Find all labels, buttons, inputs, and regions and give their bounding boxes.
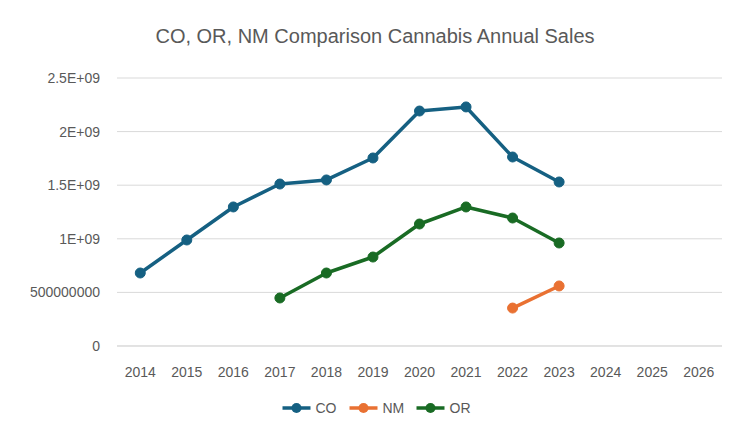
grid-line — [117, 238, 722, 239]
series-line — [513, 286, 560, 308]
y-tick-label: 2.5E+09 — [47, 70, 100, 86]
x-tick-label: 2015 — [171, 364, 202, 380]
y-tick-label: 500000000 — [30, 284, 100, 300]
marker — [228, 202, 238, 212]
y-tick-label: 2E+09 — [59, 124, 100, 140]
x-tick-label: 2023 — [544, 364, 575, 380]
y-tick-label: 1.5E+09 — [47, 177, 100, 193]
marker — [321, 268, 331, 278]
x-tick-label: 2021 — [450, 364, 481, 380]
series-nm — [508, 281, 565, 313]
marker — [554, 238, 564, 248]
x-tick-label: 2026 — [683, 364, 714, 380]
marker — [508, 213, 518, 223]
background — [0, 0, 750, 443]
grid-line — [117, 346, 722, 347]
legend-marker — [426, 403, 436, 413]
marker — [182, 235, 192, 245]
x-tick-label: 2022 — [497, 364, 528, 380]
y-tick-label: 0 — [92, 338, 100, 354]
marker — [554, 177, 564, 187]
marker — [321, 175, 331, 185]
grid-line — [117, 78, 722, 79]
marker — [461, 102, 471, 112]
legend: CO NM OR — [283, 400, 471, 416]
x-axis-line — [117, 346, 722, 347]
x-tick-label: 2024 — [590, 364, 621, 380]
grid — [117, 78, 722, 346]
series-line — [140, 107, 559, 273]
legend-marker — [292, 403, 302, 413]
x-tick-label: 2025 — [637, 364, 668, 380]
data-group — [135, 102, 564, 313]
x-tick-label: 2017 — [264, 364, 295, 380]
marker — [415, 219, 425, 229]
series-or — [275, 202, 564, 303]
series-co — [135, 102, 564, 278]
x-tick-label: 2016 — [218, 364, 249, 380]
legend-label: NM — [383, 400, 405, 416]
marker — [368, 252, 378, 262]
grid-line — [117, 292, 722, 293]
x-tick-label: 2018 — [311, 364, 342, 380]
x-tick-label: 2014 — [125, 364, 156, 380]
title: CO, OR, NM Comparison Cannabis Annual Sa… — [155, 25, 594, 47]
y-tick-label: 1E+09 — [59, 231, 100, 247]
legend-label: CO — [316, 400, 337, 416]
marker — [554, 281, 564, 291]
legend-marker — [359, 403, 369, 413]
marker — [135, 268, 145, 278]
grid-line — [117, 131, 722, 132]
marker — [368, 153, 378, 163]
marker — [461, 202, 471, 212]
marker — [415, 106, 425, 116]
marker — [508, 303, 518, 313]
marker — [508, 152, 518, 162]
marker — [275, 293, 285, 303]
series-line — [280, 207, 559, 298]
chart-root: CO, OR, NM Comparison Cannabis Annual Sa… — [0, 0, 750, 443]
grid-line — [117, 185, 722, 186]
marker — [275, 179, 285, 189]
x-tick-label: 2019 — [357, 364, 388, 380]
legend-label: OR — [450, 400, 471, 416]
chart-svg: CO, OR, NM Comparison Cannabis Annual Sa… — [0, 0, 750, 443]
x-tick-label: 2020 — [404, 364, 435, 380]
